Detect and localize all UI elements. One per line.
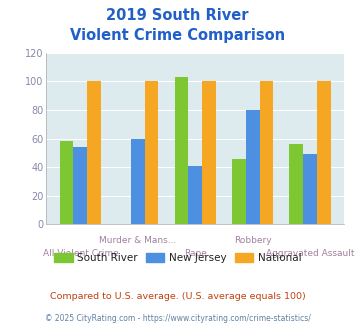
Bar bbox=[73, 147, 87, 224]
Bar bbox=[289, 144, 303, 224]
Text: Robbery: Robbery bbox=[234, 236, 272, 245]
Bar bbox=[232, 159, 246, 224]
Bar bbox=[189, 166, 202, 224]
Bar bbox=[87, 82, 101, 224]
Text: Violent Crime Comparison: Violent Crime Comparison bbox=[70, 28, 285, 43]
Bar bbox=[145, 82, 158, 224]
Bar bbox=[202, 82, 216, 224]
Bar bbox=[246, 110, 260, 224]
Text: Aggravated Assault: Aggravated Assault bbox=[266, 249, 354, 258]
Text: Murder & Mans...: Murder & Mans... bbox=[99, 236, 176, 245]
Text: 2019 South River: 2019 South River bbox=[106, 8, 249, 23]
Text: © 2025 CityRating.com - https://www.cityrating.com/crime-statistics/: © 2025 CityRating.com - https://www.city… bbox=[45, 314, 310, 323]
Text: Compared to U.S. average. (U.S. average equals 100): Compared to U.S. average. (U.S. average … bbox=[50, 292, 305, 301]
Bar bbox=[131, 139, 145, 224]
Bar bbox=[175, 77, 189, 224]
Bar bbox=[317, 82, 331, 224]
Bar bbox=[260, 82, 273, 224]
Legend: South River, New Jersey, National: South River, New Jersey, National bbox=[50, 248, 305, 267]
Bar bbox=[303, 154, 317, 224]
Text: Rape: Rape bbox=[184, 249, 207, 258]
Text: All Violent Crime: All Violent Crime bbox=[43, 249, 118, 258]
Bar bbox=[60, 142, 73, 224]
